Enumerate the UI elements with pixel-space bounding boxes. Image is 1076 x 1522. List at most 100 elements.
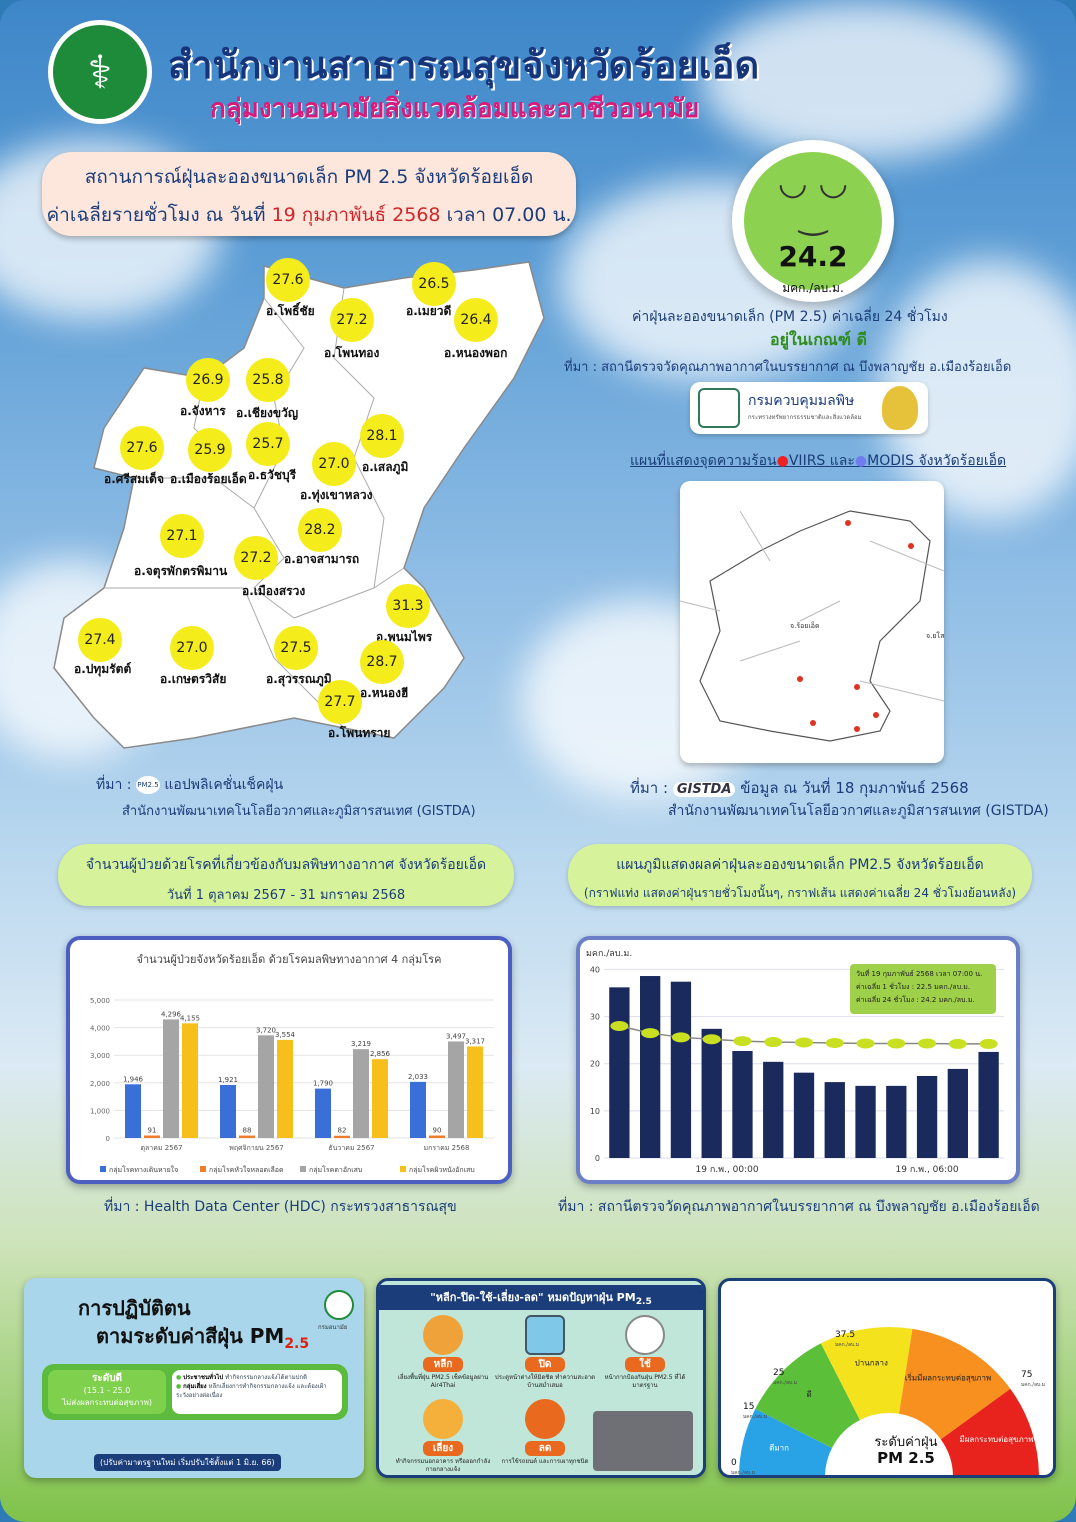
province-seal-icon xyxy=(882,386,918,430)
data-label: 2,856 xyxy=(370,1050,391,1058)
practice-card: การปฏิบัติตน ตามระดับค่าสีฝุ่น PM2.5 กรม… xyxy=(24,1278,364,1478)
district-value: 27.1 xyxy=(160,514,204,558)
bar xyxy=(410,1081,426,1138)
situation-box: สถานการณ์ฝุ่นละอองขนาดเล็ก PM 2.5 จังหวั… xyxy=(42,152,576,236)
bar xyxy=(763,1061,784,1158)
practice-title2-text: ตามระดับค่าสีฝุ่น PM xyxy=(96,1324,285,1348)
aqi-value: 24.2 xyxy=(778,240,848,273)
aqi-status: อยู่ในเกณฑ์ ดี xyxy=(770,330,867,349)
gauge-tick: 75 xyxy=(1021,1370,1032,1380)
level-advice: ● ประชาชนทั่วไป ทำกิจกรรมกลางแจ้งได้ตามป… xyxy=(172,1370,342,1414)
legend-label: กลุ่มโรคผิวหนังอักเสบ xyxy=(409,1165,475,1174)
legend-swatch xyxy=(100,1166,106,1172)
situation-line1: สถานการณ์ฝุ่นละอองขนาดเล็ก PM 2.5 จังหวั… xyxy=(84,166,534,188)
y-tick-label: 0 xyxy=(106,1135,110,1143)
people2-action: หลีกเลี่ยงการทำกิจกรรมกลางแจ้ง และต้องเฝ… xyxy=(176,1383,327,1399)
pm25-app-icon: PM2.5 xyxy=(135,776,160,794)
data-label: 3,720 xyxy=(256,1026,276,1034)
gauge-band-label: เริ่มมีผลกระทบต่อสุขภาพ xyxy=(905,1372,991,1383)
bar xyxy=(429,1135,445,1138)
patients-header-line1: จำนวนผู้ป่วยด้วยโรคที่เกี่ยวข้องกับมลพิษ… xyxy=(85,857,487,873)
practice-title2-sub: 2.5 xyxy=(284,1336,310,1352)
y-tick-label: 4,000 xyxy=(90,1025,110,1033)
district-name: อ.ปทุมรัตต์ xyxy=(74,662,132,676)
y-axis-label: มคก./ลบ.ม. xyxy=(586,949,632,959)
pcd-logo-icon xyxy=(698,388,740,428)
gauge-tick: 25 xyxy=(773,1368,784,1378)
practice-title2: ตามระดับค่าสีฝุ่น PM2.5 xyxy=(96,1320,309,1352)
pm-graph-header-line2: (กราฟแท่ง แสดงค่าฝุ่นรายชั่วโมงนั้นๆ, กร… xyxy=(583,886,1017,900)
legend-label: กลุ่มโรคตาอักเสบ xyxy=(309,1165,362,1174)
measure-desc: เลี่ยงพื้นที่ฝุ่น PM2.5 เช็คข้อมูลผ่าน A… xyxy=(397,1374,489,1389)
y-tick-label: 0 xyxy=(595,1154,600,1163)
measure-label: ปิด xyxy=(525,1357,565,1372)
hotspot-viirs: VIIRS xyxy=(788,453,826,469)
data-label: 3,554 xyxy=(275,1031,296,1039)
y-tick-label: 2,000 xyxy=(90,1080,110,1088)
avg-point xyxy=(610,1021,629,1031)
practice-note: (ปรับค่ามาตรฐานใหม่ เริ่มปรับใช้ตั้งแต่ … xyxy=(94,1454,281,1471)
bar xyxy=(824,1082,845,1158)
bar xyxy=(670,981,692,1158)
district-value: 27.4 xyxy=(78,618,122,662)
gistda-logo: GISTDA xyxy=(672,782,736,797)
district-name: อ.ทุ่งเขาหลวง xyxy=(300,488,373,502)
side-label: จ.ยโส xyxy=(926,632,944,640)
level-desc: ไม่ส่งผลกระทบต่อสุขภาพ) xyxy=(62,1398,152,1407)
measure-item: ลด การใช้รถยนต์ และการเผาทุกชนิด xyxy=(493,1399,597,1466)
y-tick-label: 5,000 xyxy=(90,997,110,1005)
y-tick-label: 10 xyxy=(590,1107,600,1116)
data-label: 3,497 xyxy=(446,1032,466,1040)
pm-graph-header-line1: แผนภูมิแสดงผลค่าฝุ่นละอองขนาดเล็ก PM2.5 … xyxy=(616,857,984,873)
hotspot-modis: MODIS xyxy=(867,453,915,469)
bar xyxy=(182,1023,198,1138)
factory-icon xyxy=(593,1411,693,1471)
moph-logo: ⚕ xyxy=(48,20,152,124)
viirs-dot-icon: ● xyxy=(776,453,789,469)
patients-source: ที่มา : Health Data Center (HDC) กระทรวง… xyxy=(104,1199,457,1215)
map-source-label: ที่มา : xyxy=(96,777,132,793)
district-name: อ.โพนทอง xyxy=(324,346,380,360)
y-tick-label: 1,000 xyxy=(90,1107,110,1115)
gauge-tick: 0 xyxy=(731,1458,737,1468)
gauge-tick: 37.5 xyxy=(835,1330,855,1340)
district-name: อ.หนองฮี xyxy=(360,686,409,700)
district-value: 26.5 xyxy=(412,262,456,306)
district-value: 25.8 xyxy=(246,358,290,402)
district-name: อ.จังหาร xyxy=(180,404,226,418)
aqi-description: ค่าฝุ่นละอองขนาดเล็ก (PM 2.5) ค่าเฉลี่ย … xyxy=(632,309,948,325)
measure-label: ใช้ xyxy=(625,1357,665,1372)
district-name: อ.เมืองสรวง xyxy=(242,584,306,598)
bar xyxy=(609,987,630,1158)
data-label: 1,790 xyxy=(313,1080,333,1088)
district-value: 28.2 xyxy=(298,508,342,552)
gauge-band-label: มีผลกระทบต่อสุขภาพ xyxy=(959,1435,1033,1444)
data-label: 3,219 xyxy=(351,1040,371,1048)
avg-point xyxy=(856,1038,875,1049)
pm-legend-line3: ค่าเฉลี่ย 24 ชั่วโมง : 24.2 มคก./ลบ.ม. xyxy=(856,996,975,1004)
patients-chart: 0 1,000 2,000 3,000 4,000 5,000 1,946 91 4,2964,… xyxy=(90,997,494,1174)
hotspot-and: และ xyxy=(829,453,855,469)
phone-icon xyxy=(423,1315,463,1355)
pm-chart-card: มคก./ลบ.ม. 0 10 20 30 40 19 ก.พ., 00:00 19 ก.พ.… xyxy=(576,936,1020,1184)
avg-point xyxy=(948,1038,967,1049)
district-value: 28.1 xyxy=(360,414,404,458)
district-name: อ.โพนทราย xyxy=(328,726,391,740)
data-label: 3,317 xyxy=(465,1037,485,1045)
legend-swatch xyxy=(300,1166,306,1172)
pm-legend-line2: ค่าเฉลี่ย 1 ชั่วโมง : 22.5 มคก./ลบ.ม. xyxy=(856,983,971,991)
measure-item: ใช้ หน้ากากป้องกันฝุ่น PM2.5 ที่ได้มาตรฐ… xyxy=(593,1315,697,1390)
hotspot-source-label: ที่มา : xyxy=(630,779,669,797)
district-value: 27.6 xyxy=(266,258,310,302)
legend-label: กลุ่มโรคหัวใจหลอดเลือด xyxy=(209,1165,284,1174)
avg-point xyxy=(825,1037,844,1048)
y-tick-label: 3,000 xyxy=(90,1052,110,1060)
hotspot-map[interactable]: จ.ร้อยเอ็ด จ.ยโส xyxy=(680,481,944,763)
district-name: อ.อาจสามารถ xyxy=(284,552,360,566)
situation-time: เวลา 07.00 น. xyxy=(446,204,572,226)
x-tick-label: ธันวาคม 2567 xyxy=(328,1144,374,1152)
measures-title-sub: 2.5 xyxy=(635,1296,652,1308)
avg-point xyxy=(795,1037,813,1048)
district-value: 27.6 xyxy=(120,426,164,470)
